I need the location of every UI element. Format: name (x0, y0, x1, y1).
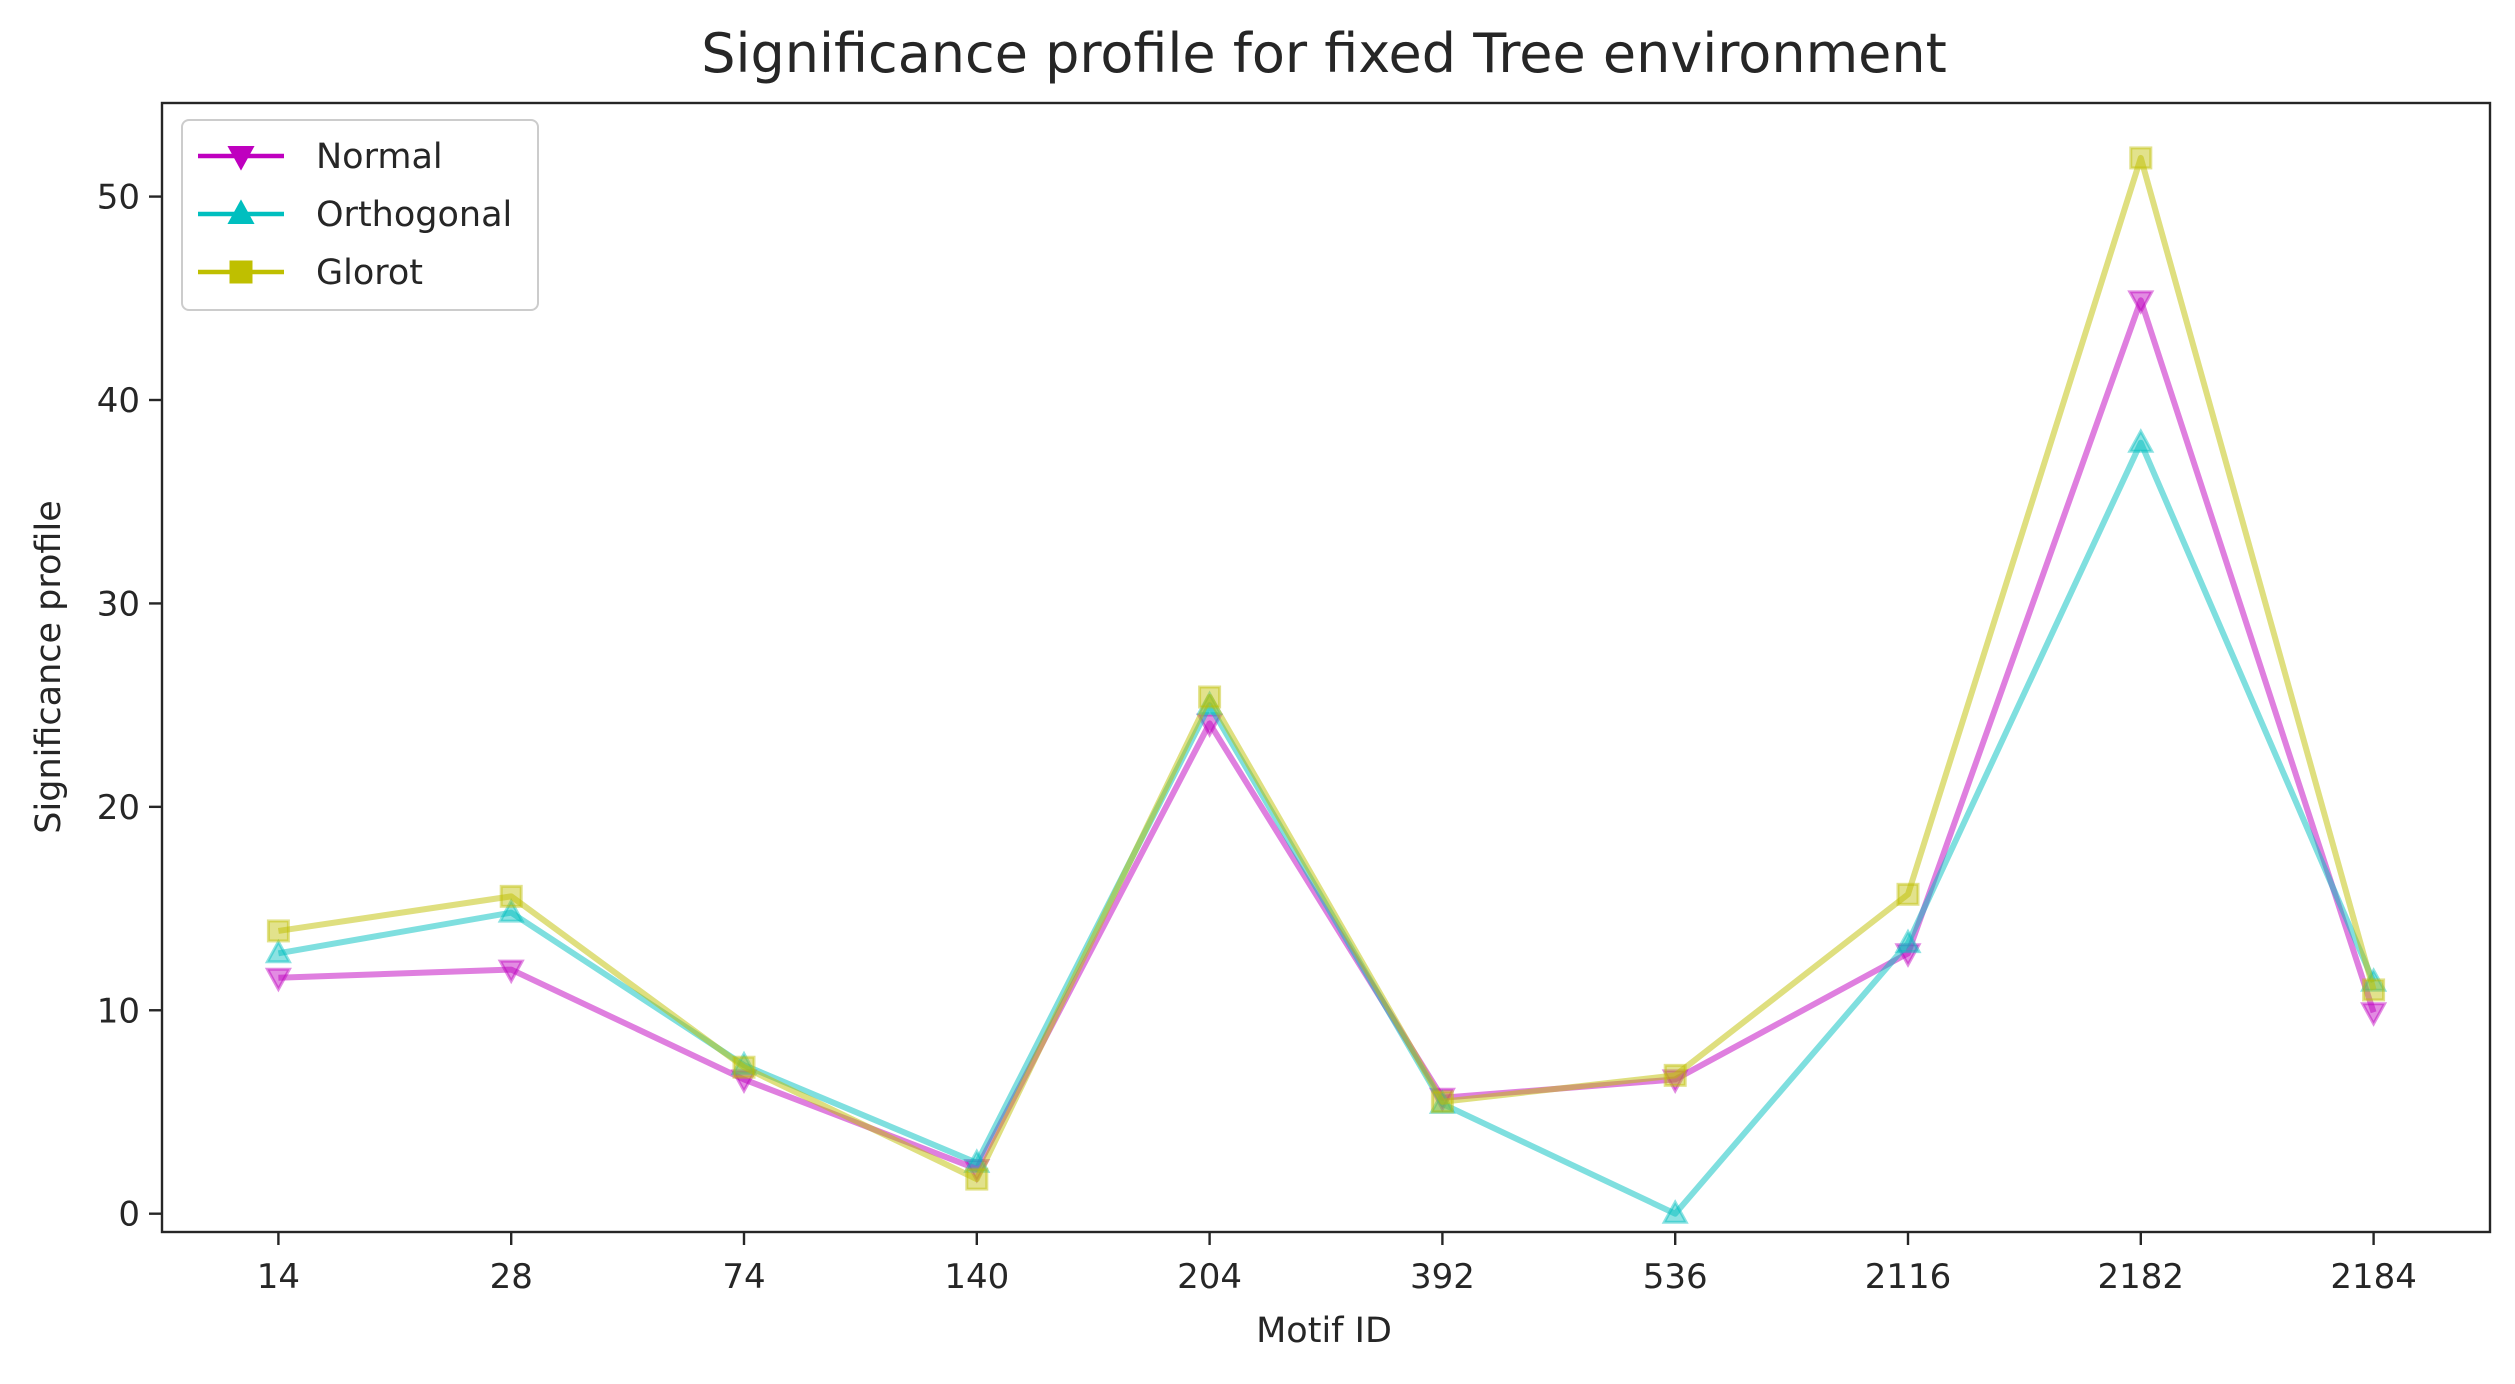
legend-marker (229, 260, 253, 284)
y-tick-label: 0 (118, 1195, 140, 1235)
legend-label: Orthogonal (316, 195, 512, 235)
x-tick-label: 74 (722, 1257, 765, 1297)
x-tick-label: 2184 (2330, 1257, 2417, 1297)
legend-item-glorot: Glorot (198, 253, 423, 293)
data-point (732, 1055, 756, 1079)
data-point (497, 898, 525, 923)
data-point (499, 884, 523, 908)
y-tick-label: 50 (97, 178, 140, 218)
data-point (266, 919, 290, 943)
series-group (264, 146, 2388, 1224)
data-point (1896, 882, 1920, 906)
legend-item-normal: Normal (198, 137, 443, 177)
x-tick-label: 2116 (1865, 1257, 1952, 1297)
y-tick-label: 20 (97, 788, 140, 828)
data-point (2127, 290, 2155, 315)
data-point (1894, 928, 1922, 954)
x-axis: 14 28 74 140 204 392 536 2116 2182 2184 (257, 1232, 2417, 1297)
series-glorot (266, 146, 2386, 1191)
y-tick-label: 30 (97, 584, 140, 624)
y-axis-label: Significance profile (29, 500, 69, 833)
series-line (278, 297, 2377, 1172)
x-tick-label: 28 (490, 1257, 533, 1297)
x-tick-label: 2182 (2098, 1257, 2185, 1297)
data-point (1661, 1199, 1689, 1224)
legend-item-orthogonal: Orthogonal (198, 195, 512, 235)
chart-title: Significance profile for fixed Tree envi… (701, 22, 1947, 85)
data-point (2362, 978, 2386, 1002)
y-axis: 0 10 20 30 40 50 (97, 178, 162, 1235)
data-point (2360, 1002, 2388, 1027)
x-tick-label: 536 (1643, 1257, 1708, 1297)
legend: Normal Orthogonal Glorot (181, 119, 539, 311)
x-tick-label: 204 (1177, 1257, 1242, 1297)
x-tick-label: 392 (1410, 1257, 1475, 1297)
data-point (2129, 146, 2153, 170)
x-axis-label: Motif ID (1256, 1311, 1392, 1351)
legend-label: Normal (316, 137, 443, 177)
data-point (264, 938, 292, 964)
data-point (1663, 1063, 1687, 1087)
legend-label: Glorot (316, 253, 423, 293)
data-point (497, 959, 525, 985)
legend-marker (227, 199, 255, 224)
series-line (277, 154, 2377, 1183)
data-point (1430, 1090, 1454, 1114)
data-point (2127, 428, 2155, 453)
legend-box (181, 119, 539, 311)
data-point (264, 967, 292, 993)
plot-frame (160, 101, 2492, 1234)
x-tick-label: 14 (257, 1257, 300, 1297)
data-point (1198, 685, 1222, 709)
y-tick-label: 40 (97, 381, 140, 421)
legend-marker (227, 146, 255, 171)
data-point (965, 1167, 989, 1191)
x-tick-label: 140 (944, 1257, 1009, 1297)
data-point (730, 1069, 758, 1095)
y-tick-label: 10 (97, 991, 140, 1031)
